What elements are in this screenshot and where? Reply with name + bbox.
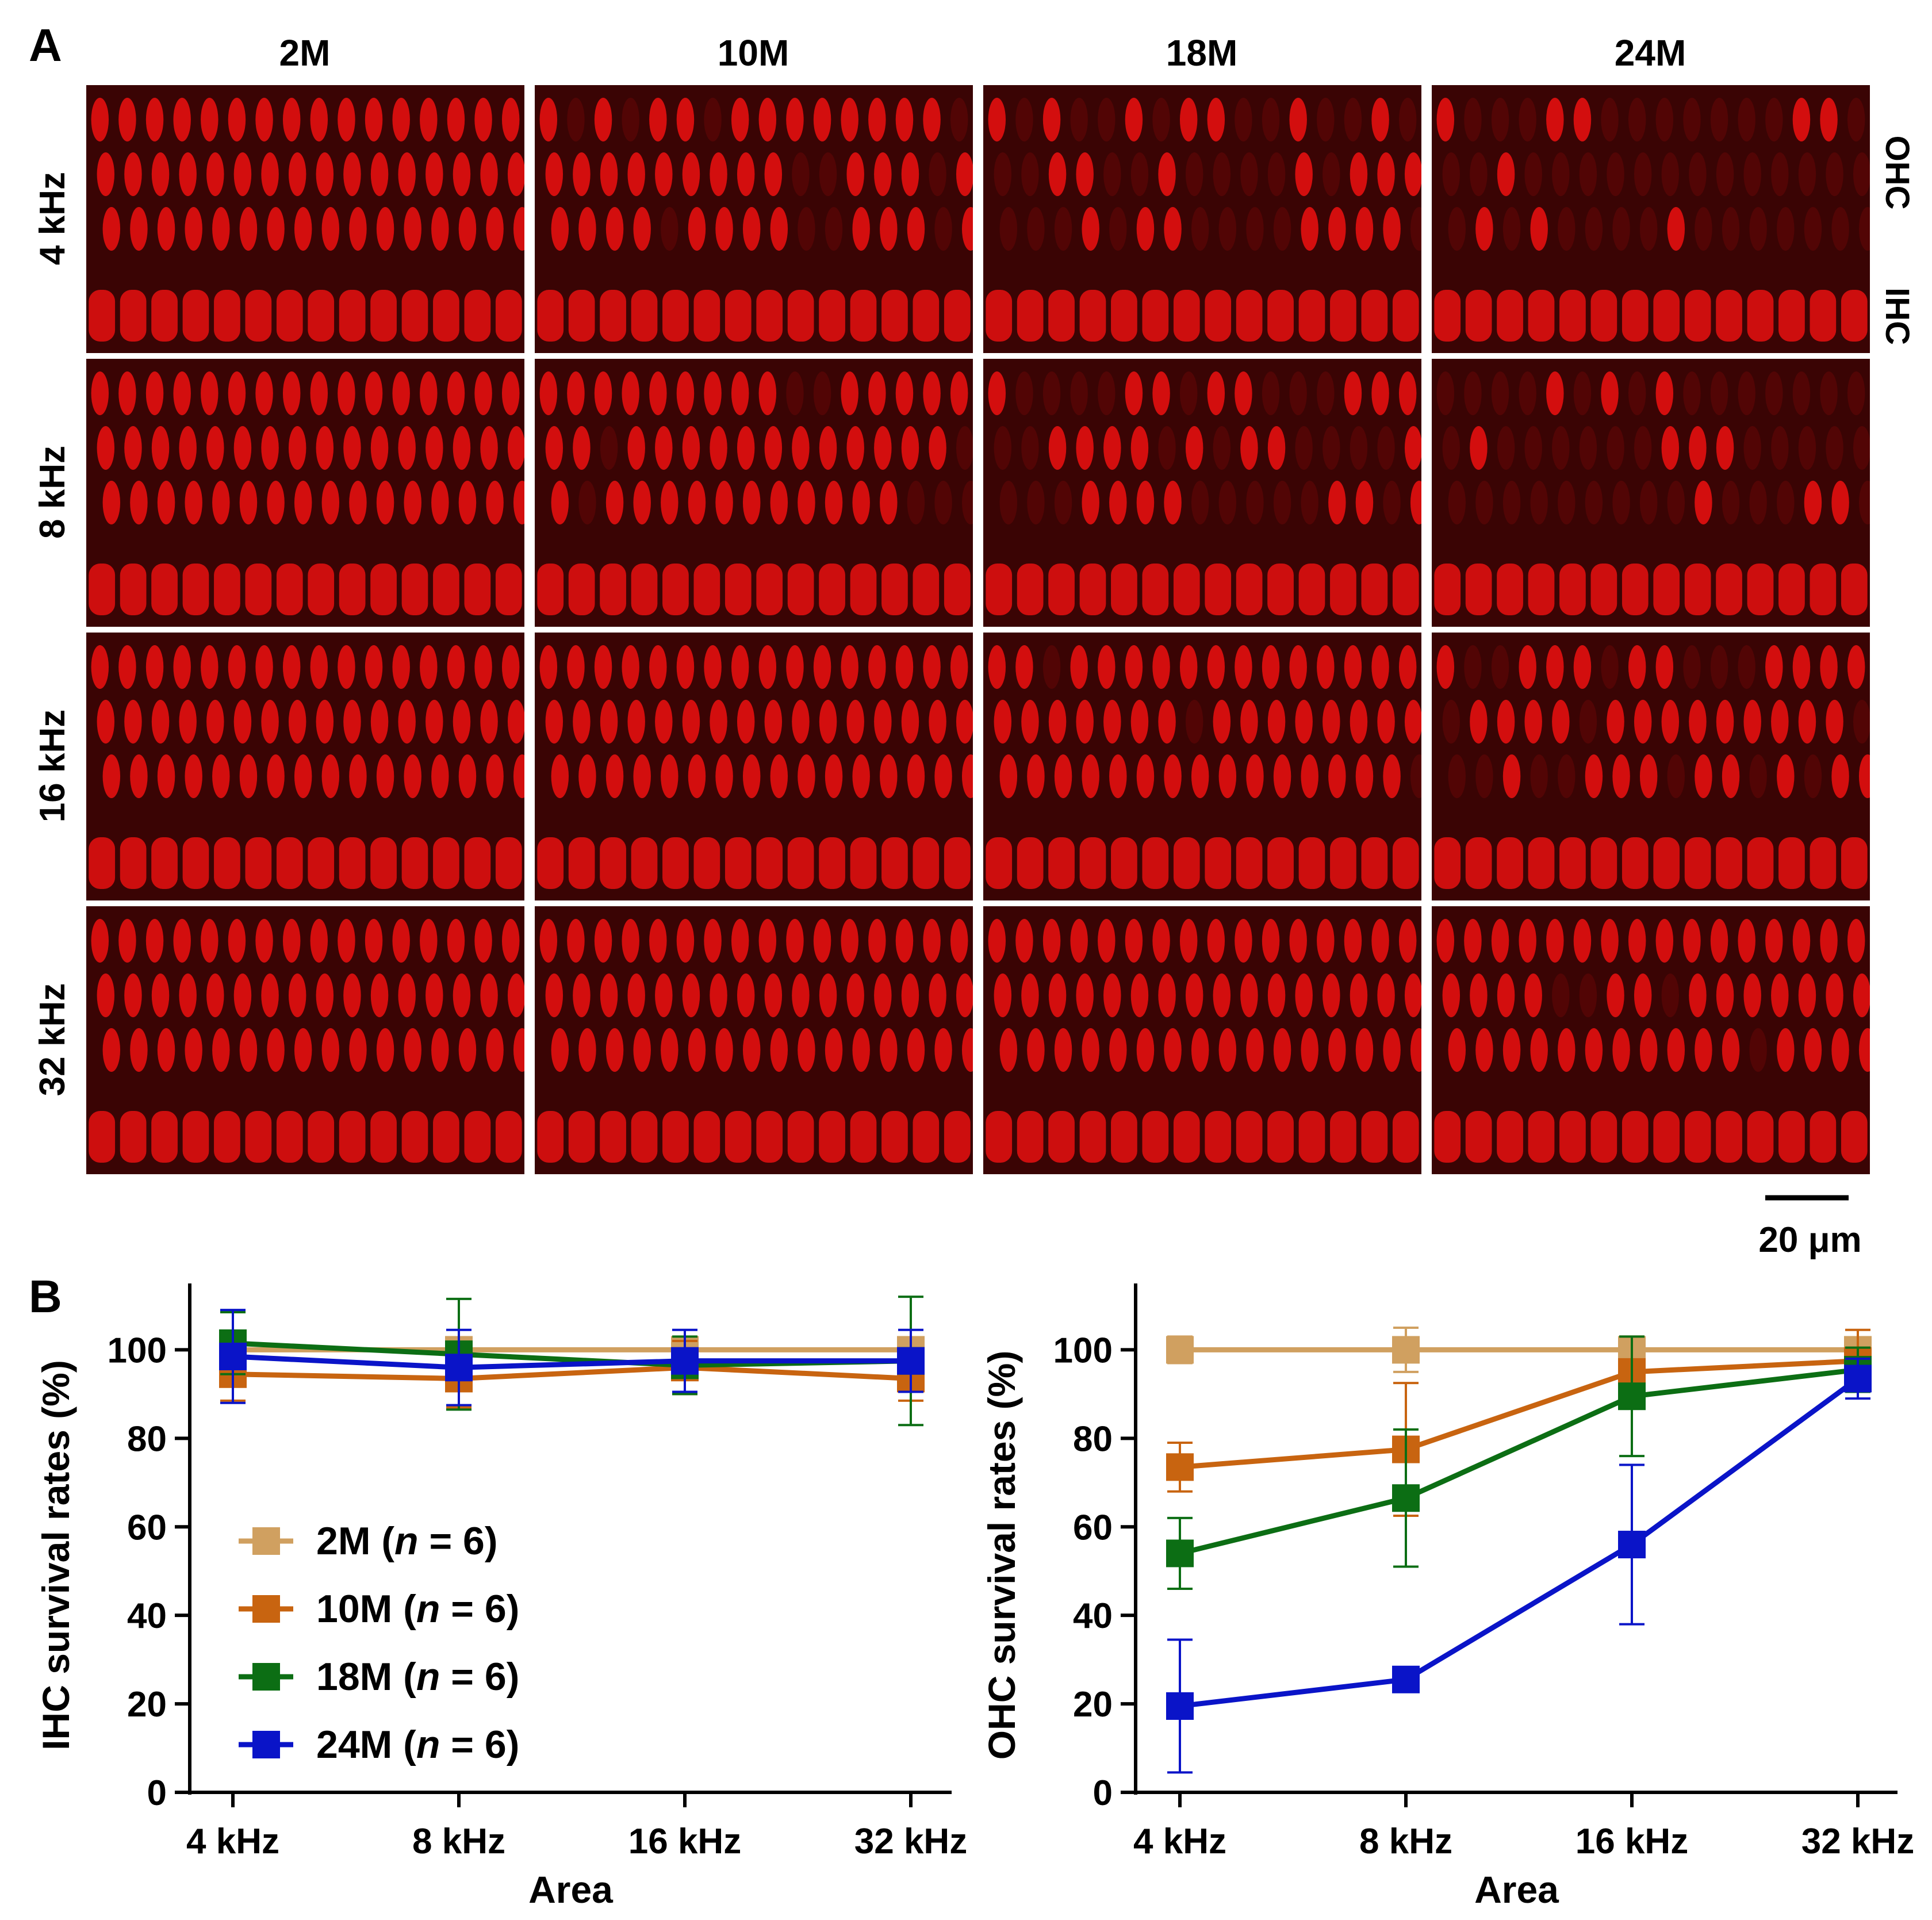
legend-item-10m: 10M (n = 6) (239, 1587, 519, 1631)
data-point (1166, 1453, 1194, 1481)
series-line (232, 1354, 911, 1370)
micrograph-16khz-10m (535, 633, 973, 900)
data-point (1844, 1365, 1872, 1393)
series-24m (219, 1309, 925, 1407)
micrograph-32khz-18m (983, 906, 1421, 1174)
micrograph-8khz-2m (86, 359, 524, 627)
micrograph-8khz-24m (1432, 359, 1870, 627)
micrograph-16khz-24m (1432, 633, 1870, 900)
y-tick-label: 60 (1073, 1508, 1113, 1547)
micrograph-4khz-18m (983, 85, 1421, 353)
micrograph-grid (86, 85, 1870, 1174)
y-tick-label: 20 (1073, 1685, 1113, 1724)
x-tick-label: 32 kHz (854, 1822, 967, 1861)
data-point (1618, 1382, 1646, 1411)
series-24m (1166, 1357, 1872, 1774)
x-axis-label: Area (1474, 1868, 1559, 1911)
x-tick-label: 4 kHz (1133, 1822, 1226, 1861)
scale-bar-label: 20 μm (1758, 1220, 1861, 1260)
data-point (897, 1347, 925, 1375)
data-point (1166, 1692, 1194, 1720)
micrograph-8khz-18m (983, 359, 1421, 627)
series-10m (1166, 1328, 1872, 1517)
y-axis-label: IHC survival rates (%) (34, 1360, 77, 1750)
data-point (1618, 1531, 1646, 1559)
row-label-8khz: 8 kHz (33, 446, 72, 539)
data-point (671, 1347, 699, 1375)
svg-text:10M (n = 6): 10M (n = 6) (316, 1587, 519, 1631)
data-point (1392, 1665, 1420, 1693)
side-label-ihc: IHC (1879, 288, 1916, 345)
y-tick-label: 60 (127, 1508, 167, 1547)
x-tick-label: 32 kHz (1801, 1822, 1914, 1861)
panel-b-label: B (29, 1271, 62, 1322)
data-point (1392, 1484, 1420, 1512)
y-tick-label: 80 (127, 1419, 167, 1459)
series-line (1179, 1376, 1860, 1709)
legend-item-2m: 2M (n = 6) (239, 1519, 498, 1563)
data-point (1166, 1336, 1194, 1364)
series-18m (1166, 1335, 1872, 1590)
x-tick-label: 8 kHz (1359, 1822, 1452, 1861)
micrograph-16khz-18m (983, 633, 1421, 900)
ohc-survival-chart: 0 20 40 60 80 100 4 kHz 8 kHz 16 kHz 32 kHz Area OH… (980, 1283, 1914, 1911)
micrograph-32khz-24m (1432, 906, 1870, 1174)
y-tick-label: 40 (1073, 1596, 1113, 1636)
y-tick-label: 40 (127, 1596, 167, 1636)
column-label-10M: 10M (718, 32, 789, 74)
row-label-32khz: 32 kHz (33, 983, 72, 1096)
micrograph-16khz-2m (86, 633, 524, 900)
data-point (219, 1342, 247, 1370)
y-axis-label: OHC survival rates (%) (980, 1351, 1023, 1760)
y-tick-label: 80 (1073, 1419, 1113, 1459)
x-tick-label: 16 kHz (628, 1822, 741, 1861)
legend-item-24m: 24M (n = 6) (239, 1723, 519, 1766)
data-point (1392, 1336, 1420, 1364)
y-tick-label: 20 (127, 1685, 167, 1724)
data-point (1166, 1539, 1194, 1568)
y-tick-label: 0 (1093, 1773, 1113, 1813)
panel-a-label: A (29, 20, 62, 71)
series-line (1179, 1367, 1858, 1556)
column-label-18M: 18M (1166, 32, 1238, 74)
micrograph-4khz-24m (1432, 85, 1870, 353)
svg-text:18M (n = 6): 18M (n = 6) (316, 1655, 519, 1699)
micrograph-32khz-2m (86, 906, 524, 1174)
micrograph-8khz-10m (535, 359, 973, 627)
y-tick-label: 100 (108, 1331, 167, 1370)
x-tick-label: 4 kHz (186, 1822, 279, 1861)
x-tick-label: 16 kHz (1575, 1822, 1688, 1861)
side-label-ohc: OHC (1879, 136, 1916, 210)
series-line (1179, 1358, 1858, 1470)
row-label-4khz: 4 kHz (33, 172, 72, 265)
x-tick-label: 8 kHz (412, 1822, 505, 1861)
micrograph-32khz-10m (535, 906, 973, 1174)
micrograph-4khz-10m (535, 85, 973, 353)
micrograph-4khz-2m (86, 85, 524, 353)
column-label-2M: 2M (279, 32, 331, 74)
column-label-24M: 24M (1615, 32, 1686, 74)
svg-text:2M (n = 6): 2M (n = 6) (316, 1519, 498, 1563)
legend: 2M (n = 6) 10M (n = 6) 18M (n = 6) 24M (n =… (239, 1519, 519, 1766)
y-tick-label: 100 (1053, 1331, 1113, 1370)
data-point (445, 1354, 473, 1382)
row-label-16khz: 16 kHz (33, 710, 72, 822)
ihc-survival-chart: 0 20 40 60 80 100 4 kHz 8 kHz 16 kHz 32 kHz Area IH… (34, 1283, 967, 1911)
series-line (232, 1365, 911, 1381)
x-axis-label: Area (528, 1868, 614, 1911)
legend-item-18m: 18M (n = 6) (239, 1655, 519, 1699)
svg-text:24M (n = 6): 24M (n = 6) (316, 1723, 519, 1766)
y-tick-label: 0 (147, 1773, 167, 1813)
